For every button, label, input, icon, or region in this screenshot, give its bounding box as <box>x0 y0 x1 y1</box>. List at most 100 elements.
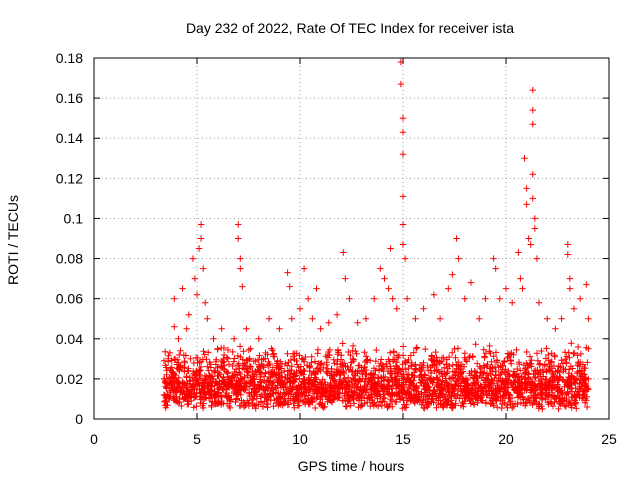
data-point <box>265 368 273 375</box>
data-point <box>369 399 376 406</box>
data-point <box>455 358 462 366</box>
data-point <box>245 346 253 354</box>
data-point <box>488 376 495 383</box>
data-point <box>398 385 405 392</box>
data-point <box>276 400 283 407</box>
data-point <box>517 367 524 374</box>
data-point <box>445 388 452 395</box>
data-point <box>581 381 588 389</box>
data-point <box>199 379 207 386</box>
data-point <box>448 404 455 411</box>
data-point <box>506 395 513 402</box>
data-point <box>211 368 218 376</box>
data-point <box>458 361 466 368</box>
data-point <box>177 362 184 369</box>
data-point <box>239 375 246 383</box>
data-point <box>306 401 314 408</box>
data-point <box>283 390 290 397</box>
data-point <box>523 386 531 393</box>
data-point <box>222 368 230 375</box>
data-point <box>313 285 320 292</box>
data-point <box>291 397 299 404</box>
data-point <box>200 404 207 412</box>
data-point <box>378 374 385 382</box>
data-point <box>204 315 211 322</box>
data-point <box>371 295 378 302</box>
data-point <box>471 375 478 382</box>
data-point <box>324 382 331 390</box>
data-point <box>227 398 235 405</box>
data-point <box>446 382 453 389</box>
data-point <box>440 404 447 411</box>
data-point <box>288 315 295 322</box>
data-point <box>507 357 514 365</box>
data-point <box>167 389 175 396</box>
data-point <box>355 378 362 385</box>
data-point <box>317 396 324 403</box>
data-point <box>524 374 532 381</box>
scatter-marks <box>160 58 592 413</box>
data-point <box>245 378 253 386</box>
data-point <box>290 377 297 384</box>
data-point <box>434 376 442 383</box>
data-point <box>569 394 576 401</box>
data-point <box>343 381 350 389</box>
data-point <box>317 325 324 332</box>
data-point <box>361 386 368 394</box>
data-point <box>420 305 427 312</box>
data-point <box>287 383 294 390</box>
data-point <box>251 376 258 383</box>
data-point <box>278 360 285 368</box>
data-point <box>525 235 532 242</box>
data-point <box>478 383 485 390</box>
data-point <box>226 378 233 385</box>
data-point <box>451 392 459 400</box>
data-point <box>189 383 196 390</box>
data-point <box>482 350 490 357</box>
data-point <box>530 367 538 375</box>
data-point <box>386 358 393 365</box>
data-point <box>229 348 236 356</box>
data-point <box>436 315 444 322</box>
data-point <box>520 370 528 377</box>
data-point <box>320 364 327 371</box>
data-point <box>185 311 192 318</box>
data-point <box>578 373 585 380</box>
data-point <box>166 349 174 357</box>
data-point <box>178 402 185 410</box>
data-point <box>200 348 207 355</box>
data-point <box>393 392 401 399</box>
data-point <box>161 398 168 406</box>
data-point <box>502 389 509 397</box>
data-point <box>526 399 534 407</box>
data-point <box>565 383 573 390</box>
data-point <box>175 335 182 342</box>
data-point <box>464 382 471 390</box>
data-point <box>367 374 375 381</box>
data-point <box>415 388 422 395</box>
data-point <box>251 389 259 396</box>
data-point <box>476 363 483 370</box>
data-point <box>517 399 525 406</box>
data-point <box>202 299 209 306</box>
x-tick-label: 25 <box>601 431 617 447</box>
data-point <box>246 392 254 400</box>
data-point <box>456 373 463 380</box>
data-point <box>407 352 414 359</box>
data-point <box>393 358 400 366</box>
data-point <box>582 374 589 381</box>
data-point <box>336 390 344 397</box>
data-point <box>233 379 241 387</box>
data-point <box>345 366 352 373</box>
data-point <box>330 395 337 403</box>
data-point <box>288 367 295 374</box>
data-point <box>323 387 331 395</box>
data-point <box>250 358 257 365</box>
data-point <box>323 368 330 376</box>
data-point <box>372 367 379 374</box>
data-point <box>527 384 534 391</box>
data-point <box>492 349 500 356</box>
data-point <box>570 305 578 312</box>
data-point <box>512 374 519 381</box>
data-point <box>581 391 588 398</box>
